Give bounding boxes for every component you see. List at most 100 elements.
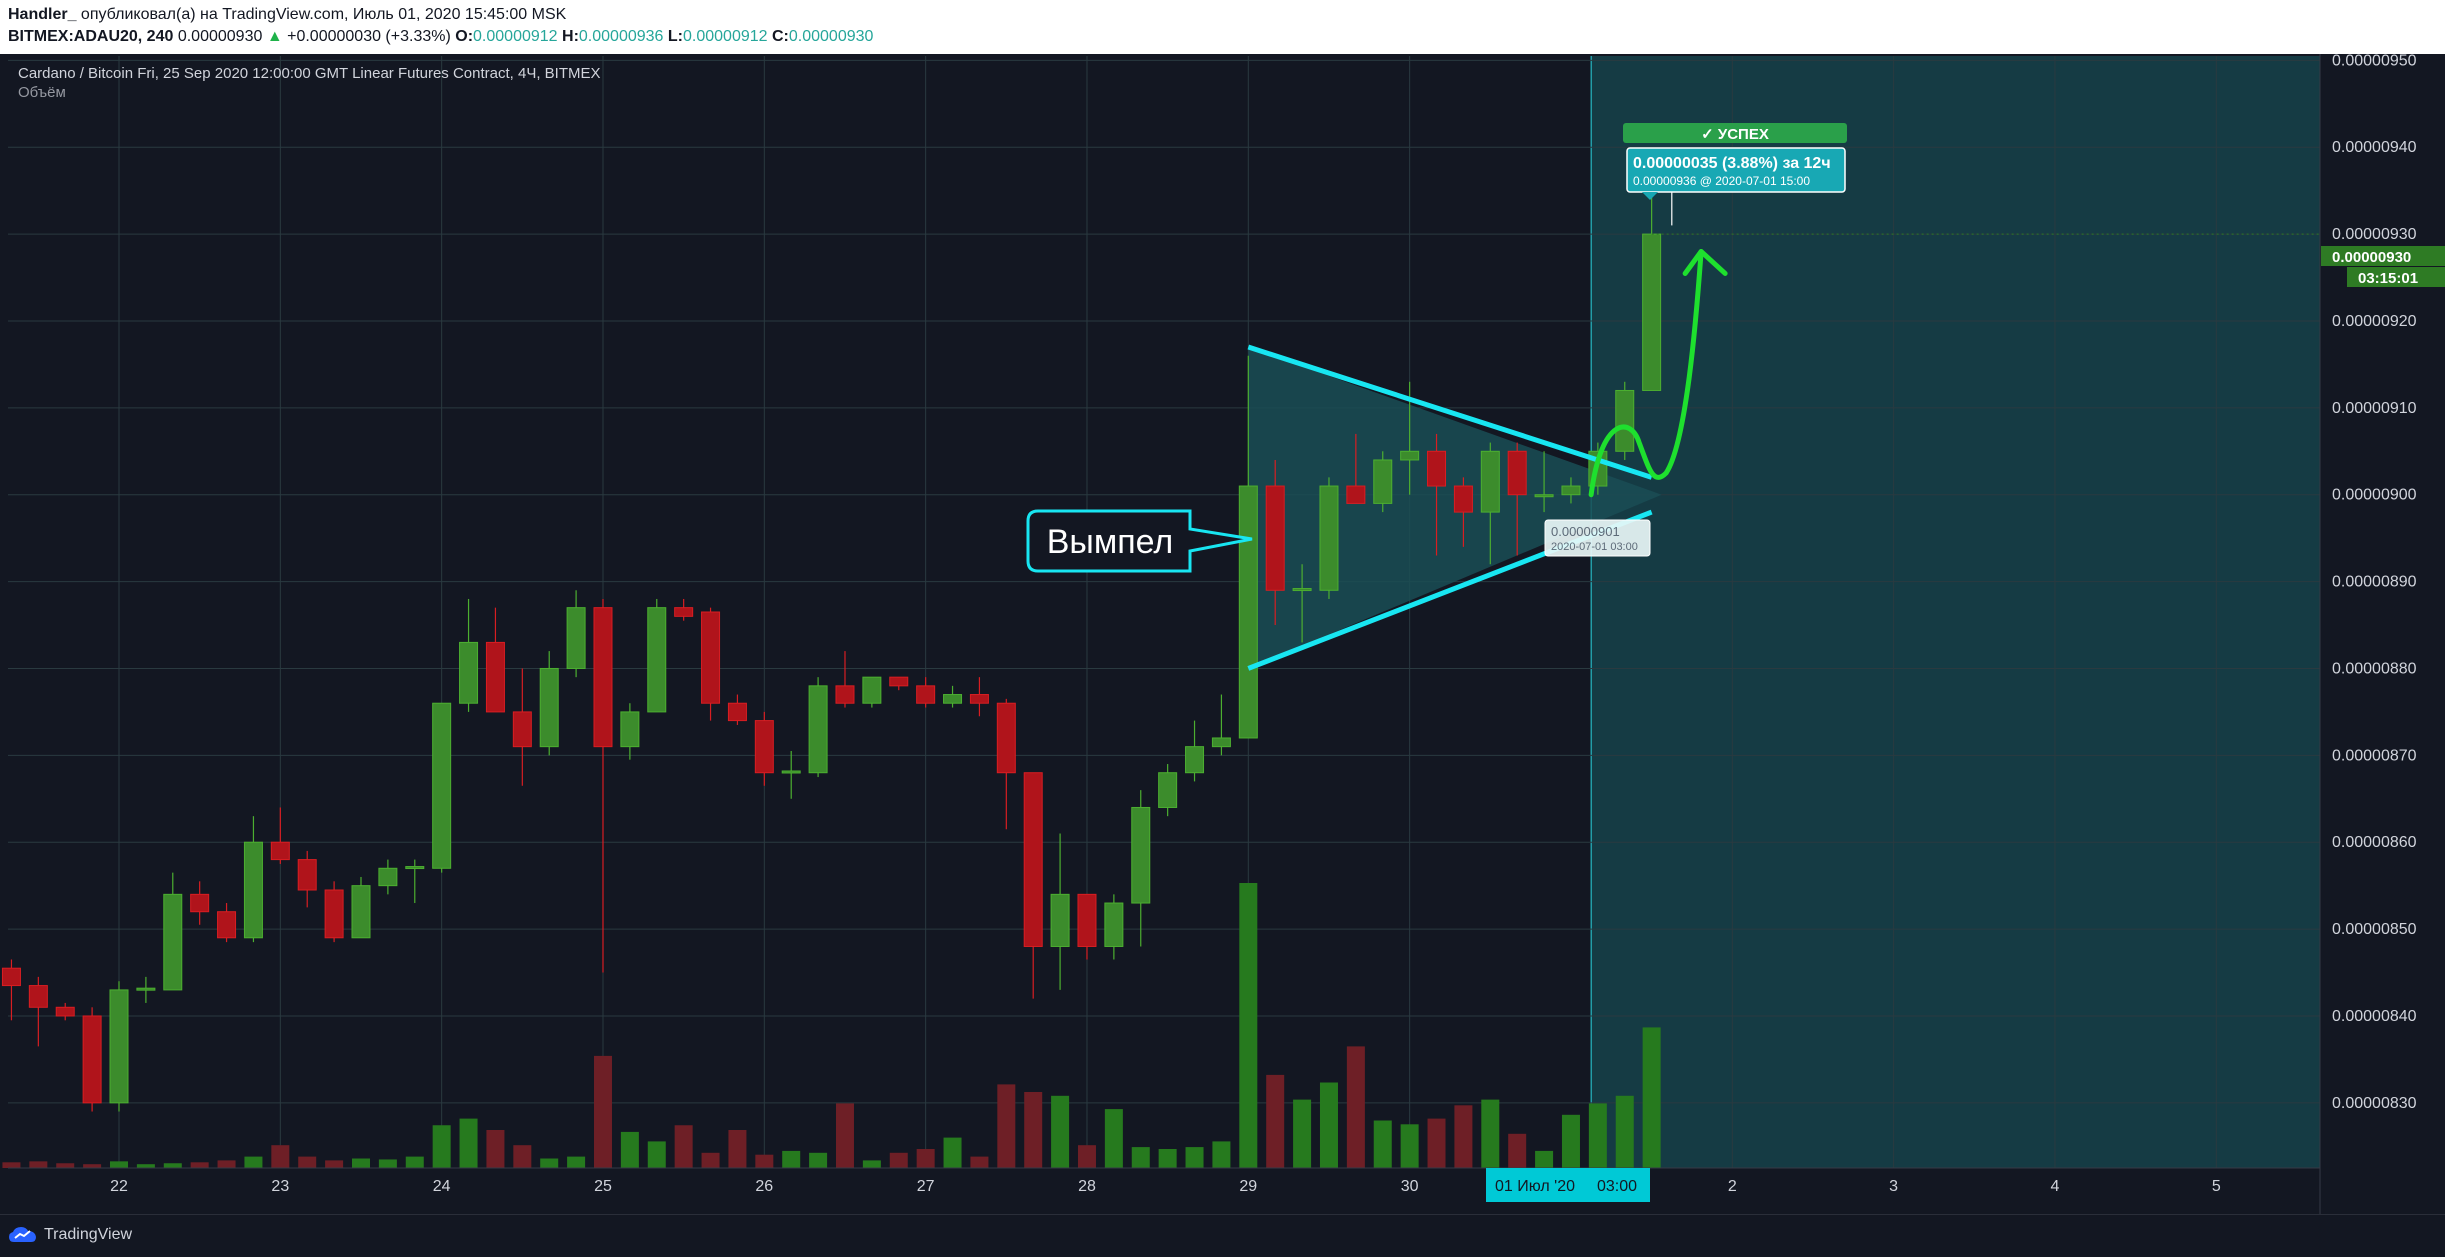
volume-bar: [1239, 883, 1258, 1168]
volume-bar: [970, 1156, 989, 1168]
last-price-tag-box: [2321, 246, 2445, 266]
time-axis[interactable]: 22 23 24 25 26 27 28 29 30 2 3 4 5: [8, 1167, 2320, 1195]
candle-body: [1480, 450, 1500, 513]
volume-bar: [1346, 1046, 1365, 1168]
entry-tooltip-box: [1544, 519, 1651, 557]
success-label: ✓ УСПЕХ: [1701, 126, 1769, 143]
entry-time: 2020-07-01 03:00: [1551, 541, 1638, 553]
candle-body: [136, 987, 156, 991]
close-label: C:: [771, 28, 789, 45]
price-axis[interactable]: 0.00000950 0.00000940 0.00000930 0.00000920…: [2319, 52, 2417, 1214]
candle-body: [539, 667, 559, 748]
candle-body: [1346, 485, 1366, 504]
open-value: 0.00000912: [473, 28, 558, 45]
author-name[interactable]: Handler_: [8, 6, 77, 23]
candle-body: [1615, 389, 1635, 452]
candle-body: [1507, 450, 1527, 496]
volume-bar: [190, 1162, 209, 1168]
target-tooltip-pointer: [1642, 192, 1658, 200]
volume-bar: [217, 1160, 236, 1168]
volume-bar: [1642, 1027, 1661, 1168]
candle-body: [1400, 450, 1420, 461]
volume-bar: [244, 1156, 263, 1168]
volume-label: Объём: [18, 84, 66, 101]
volume-bar: [83, 1164, 102, 1168]
volume-bar: [1373, 1120, 1392, 1168]
last-price-tag-value: 0.00000930: [2332, 249, 2411, 266]
volume-bar: [351, 1158, 370, 1168]
candle-body: [1077, 893, 1097, 947]
volume-bar: [540, 1158, 559, 1168]
pennant-callout[interactable]: Вымпел: [1026, 509, 1253, 573]
ticker-symbol: BITMEX:ADAU20, 240: [8, 28, 174, 45]
up-arrow-icon: ▲: [266, 28, 283, 45]
candle-body: [1185, 746, 1205, 774]
volume-bar: [432, 1125, 451, 1168]
candle-body: [701, 611, 721, 704]
volume-bar: [378, 1159, 397, 1168]
pennant-upper-trendline: [1247, 344, 1653, 480]
candle-body: [378, 867, 398, 887]
volume-bar: [782, 1150, 801, 1168]
volume-bar: [1104, 1109, 1123, 1168]
last-price-tag[interactable]: 0.00000930 03:15:01: [2321, 246, 2445, 287]
x-tick-label: 25: [594, 1178, 612, 1195]
volume-bar: [1427, 1118, 1446, 1168]
volume-bar: [513, 1145, 532, 1168]
entry-tooltip[interactable]: 0.00000901 2020-07-01 03:00: [1544, 519, 1651, 557]
target-tooltip[interactable]: 0.00000035 (3.88%) за 12ч 0.00000936 @ 2…: [1626, 147, 1846, 200]
candle-body: [1211, 737, 1231, 748]
volume-bar: [1508, 1133, 1527, 1168]
target-detail: 0.00000936 @ 2020-07-01 15:00: [1633, 174, 1810, 188]
x-tick-label: 22: [110, 1178, 128, 1195]
candle-body: [996, 702, 1016, 774]
success-badge[interactable]: ✓ УСПЕХ: [1623, 123, 1847, 143]
volume-bar: [1158, 1149, 1177, 1168]
publication-line: Handler_ опубликовал(а) на TradingView.c…: [8, 6, 566, 24]
candle-body: [862, 676, 882, 704]
candle-body: [835, 685, 855, 704]
y-tick-label: 0.00000910: [2332, 400, 2417, 417]
volume-bar: [1481, 1099, 1500, 1168]
candle-body: [674, 607, 694, 617]
low-value: 0.00000912: [683, 28, 768, 45]
volume-bar: [1293, 1099, 1312, 1168]
volume-bar: [1185, 1147, 1204, 1168]
candle-body: [1, 967, 21, 987]
volume-bar: [620, 1131, 639, 1168]
y-tick-label: 0.00000920: [2332, 313, 2417, 330]
candle-body: [1050, 893, 1070, 947]
candle-body: [55, 1006, 75, 1017]
ticker-line: BITMEX:ADAU20, 240 0.00000930 ▲ +0.00000…: [8, 28, 873, 46]
entry-price: 0.00000901: [1551, 524, 1620, 539]
candle-body: [243, 841, 263, 939]
candle-body: [1561, 485, 1581, 496]
x-tick-label: 24: [433, 1178, 451, 1195]
price-change: +0.00000030 (+3.33%): [287, 28, 451, 45]
y-tick-label: 0.00000870: [2332, 747, 2417, 764]
volume-bar: [1615, 1095, 1634, 1168]
y-tick-label: 0.00000830: [2332, 1095, 2417, 1112]
chart-container[interactable]: 0.00000950 0.00000940 0.00000930 0.00000920…: [0, 52, 2445, 1256]
candle-body: [1292, 588, 1312, 592]
candle-body: [109, 989, 129, 1104]
volume-bar: [1212, 1141, 1231, 1168]
volume-bars: [2, 883, 1661, 1168]
volume-bar: [1561, 1114, 1580, 1168]
volume-bar: [835, 1103, 854, 1168]
volume-bar: [809, 1152, 828, 1168]
volume-bar: [997, 1084, 1016, 1168]
tradingview-logo[interactable]: TradingView: [8, 1225, 132, 1245]
close-value: 0.00000930: [788, 28, 874, 45]
candle-body: [916, 685, 936, 704]
volume-bar: [1266, 1074, 1285, 1168]
volume-bar: [889, 1152, 908, 1168]
candle-body: [297, 859, 317, 891]
volume-bar: [2, 1162, 21, 1168]
x-tick-label: 4: [2051, 1178, 2060, 1195]
x-tick-label: 26: [755, 1178, 773, 1195]
candle-body: [1158, 772, 1178, 808]
target-tooltip-box: [1626, 147, 1846, 193]
candlestick-chart[interactable]: 0.00000950 0.00000940 0.00000930 0.00000920…: [0, 52, 2445, 1214]
y-tick-label: 0.00000850: [2332, 921, 2417, 938]
